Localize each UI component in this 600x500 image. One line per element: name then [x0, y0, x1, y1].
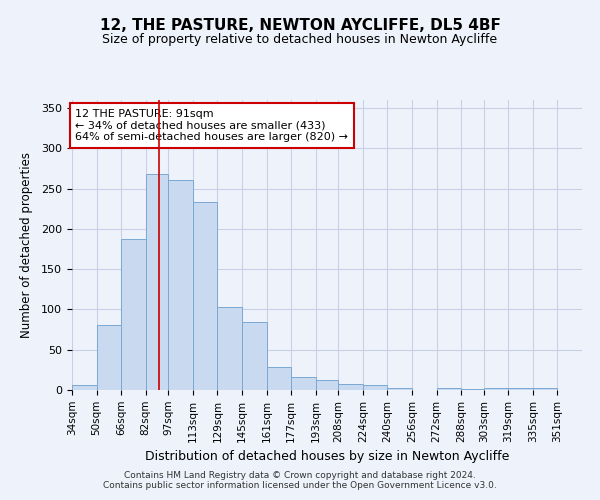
Bar: [217, 307, 242, 390]
Bar: [146, 174, 169, 390]
Bar: [193, 202, 217, 390]
Bar: [316, 380, 338, 390]
Text: Size of property relative to detached houses in Newton Aycliffe: Size of property relative to detached ho…: [103, 32, 497, 46]
Bar: [338, 384, 363, 390]
Bar: [121, 240, 146, 390]
Bar: [266, 366, 291, 390]
X-axis label: Distribution of detached houses by size in Newton Aycliffe: Distribution of detached houses by size …: [145, 450, 509, 463]
Bar: [461, 389, 484, 390]
Text: Contains HM Land Registry data © Crown copyright and database right 2024.: Contains HM Land Registry data © Crown c…: [124, 471, 476, 480]
Bar: [363, 385, 388, 390]
Bar: [242, 322, 266, 390]
Bar: [388, 388, 412, 390]
Text: 12, THE PASTURE, NEWTON AYCLIFFE, DL5 4BF: 12, THE PASTURE, NEWTON AYCLIFFE, DL5 4B…: [100, 18, 500, 32]
Text: 12 THE PASTURE: 91sqm
← 34% of detached houses are smaller (433)
64% of semi-det: 12 THE PASTURE: 91sqm ← 34% of detached …: [75, 109, 348, 142]
Bar: [291, 377, 316, 390]
Bar: [97, 325, 121, 390]
Bar: [484, 388, 508, 390]
Bar: [437, 388, 461, 390]
Text: Contains public sector information licensed under the Open Government Licence v3: Contains public sector information licen…: [103, 481, 497, 490]
Bar: [533, 388, 557, 390]
Bar: [72, 385, 97, 390]
Bar: [169, 180, 193, 390]
Y-axis label: Number of detached properties: Number of detached properties: [20, 152, 33, 338]
Bar: [508, 388, 533, 390]
